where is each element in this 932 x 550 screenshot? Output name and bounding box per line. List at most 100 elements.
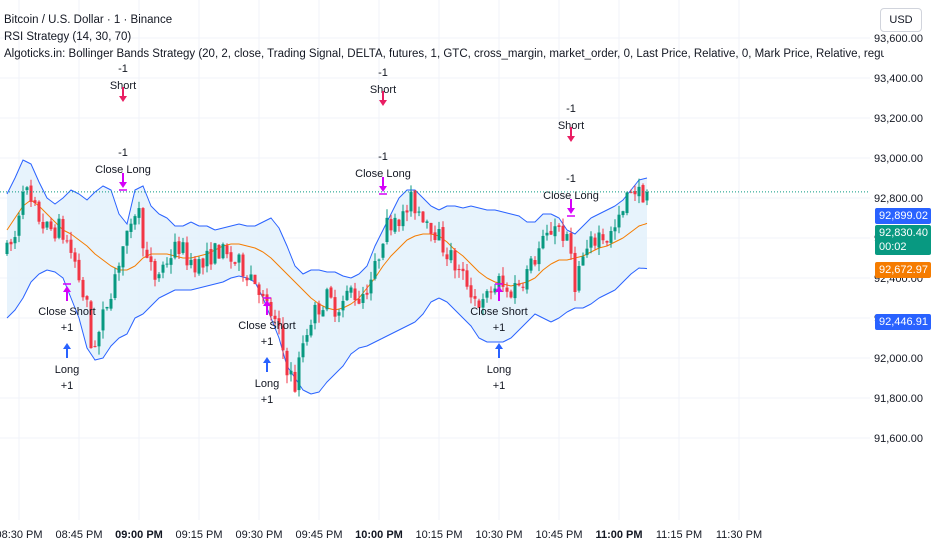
candle-body — [349, 287, 353, 293]
candle-body — [393, 217, 397, 232]
signal-label: Short — [558, 120, 584, 132]
candle-body — [89, 301, 93, 349]
time-tick-label: 09:00 PM — [115, 529, 163, 541]
candle-body — [409, 191, 413, 212]
candle-body — [433, 232, 437, 241]
candle-body — [593, 237, 597, 246]
price-tick-label: 93,400.00 — [874, 73, 923, 85]
candle-body — [129, 223, 133, 232]
symbol-title[interactable]: Bitcoin / U.S. Dollar · 1 · Binance — [4, 14, 173, 26]
candle-body — [165, 263, 169, 265]
signal-label: Close Long — [355, 168, 411, 180]
signal-label: Short — [370, 84, 396, 96]
time-tick-label: 09:30 PM — [235, 529, 282, 541]
candle-body — [405, 210, 409, 213]
rsi-indicator-legend[interactable]: RSI Strategy (14, 30, 70) — [4, 31, 132, 43]
price-tick-label: 91,600.00 — [874, 433, 923, 445]
candle-body — [497, 276, 501, 288]
candle-body — [385, 217, 389, 242]
candle-body — [277, 318, 281, 326]
candle-body — [305, 335, 309, 342]
time-tick-label: 10:15 PM — [415, 529, 462, 541]
candle-body — [509, 291, 513, 298]
last-price-value: 92,830.40 — [879, 227, 928, 239]
candle-body — [381, 243, 385, 258]
candle-body — [377, 259, 381, 261]
short-arrow-icon — [379, 91, 387, 106]
candle-body — [233, 262, 237, 264]
candle-body — [589, 236, 593, 248]
candle-body — [421, 211, 425, 223]
candle-body — [417, 211, 421, 213]
candle-body — [197, 259, 201, 274]
candle-body — [169, 258, 173, 265]
candle-body — [617, 214, 621, 228]
signal-label: -1 — [118, 63, 128, 75]
candle-body — [477, 300, 481, 308]
candle-body — [345, 290, 349, 301]
candle-body — [329, 287, 333, 298]
signal-label: Long — [55, 364, 79, 376]
candle-body — [585, 248, 589, 256]
signal-label: -1 — [566, 103, 576, 115]
candle-body — [113, 274, 117, 299]
bar-countdown: 00:02 — [879, 241, 907, 253]
candle-body — [485, 291, 489, 298]
candle-body — [261, 293, 265, 297]
lower-band-price-label: 92,446.91 — [875, 314, 931, 330]
candle-body — [445, 254, 449, 260]
candle-body — [269, 301, 273, 317]
candle-body — [285, 350, 289, 376]
close-short-arrow-icon — [495, 286, 503, 301]
candle-body — [21, 191, 25, 215]
candle-body — [37, 201, 41, 222]
candle-body — [625, 192, 629, 214]
candle-body — [217, 244, 221, 259]
candle-body — [337, 312, 341, 316]
strategy-signals: Close Short +1 Long +1 -1 Short -1 Close Long Cl… — [38, 63, 599, 406]
candle-body — [257, 284, 261, 295]
bollinger-strategy-legend[interactable]: Algoticks.in: Bollinger Bands Strategy (… — [4, 48, 884, 60]
candle-body — [105, 306, 109, 309]
candle-body — [273, 315, 277, 320]
candle-body — [173, 241, 177, 258]
candle-body — [481, 299, 485, 308]
close-long-arrow-icon — [119, 173, 127, 188]
candle-body — [597, 232, 601, 248]
candle-body — [553, 226, 557, 237]
candle-body — [525, 269, 529, 290]
candle-body — [149, 256, 153, 263]
last-price-label: 92,830.40 00:02 — [875, 225, 931, 255]
candle-body — [177, 241, 181, 255]
time-tick-label: 10:45 PM — [535, 529, 582, 541]
close-long-arrow-icon — [567, 199, 575, 214]
price-tick-label: 92,800.00 — [874, 193, 923, 205]
candle-body — [493, 288, 497, 293]
candle-body — [469, 285, 473, 298]
upper-band-price-label: 92,899.02 — [875, 208, 931, 224]
candle-body — [401, 211, 405, 227]
candle-body — [437, 229, 441, 241]
candlestick-series[interactable] — [5, 178, 649, 397]
currency-button[interactable]: USD — [880, 8, 922, 32]
candle-body — [249, 274, 253, 281]
candle-body — [501, 275, 505, 287]
signal-label: +1 — [261, 336, 274, 348]
signal-label: -1 — [378, 67, 388, 79]
candle-body — [121, 246, 125, 268]
candle-body — [517, 283, 521, 286]
time-axis[interactable]: 08:30 PM 08:45 PM 09:00 PM 09:15 PM 09:30 PM… — [0, 529, 762, 541]
candle-body — [53, 227, 57, 239]
time-tick-label: 09:15 PM — [175, 529, 222, 541]
time-tick-label: 11:00 PM — [595, 529, 642, 541]
candle-body — [505, 287, 509, 292]
candle-body — [69, 239, 73, 253]
long-arrow-icon — [263, 357, 271, 372]
candle-body — [389, 219, 393, 231]
close-short-arrow-icon — [263, 300, 271, 315]
candle-body — [461, 268, 465, 272]
candle-body — [521, 286, 525, 288]
candle-body — [397, 219, 401, 227]
candle-body — [29, 185, 33, 202]
